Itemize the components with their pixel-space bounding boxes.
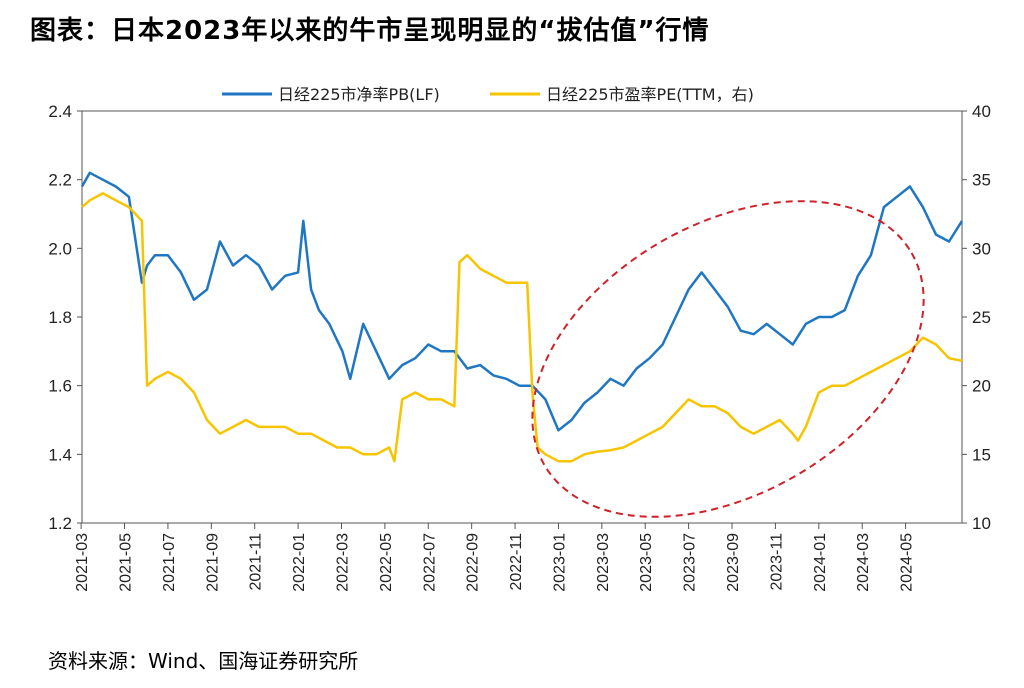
right-tick-label: 20 (972, 377, 991, 396)
x-tick-label: 2023-09 (725, 533, 742, 592)
pe-series-line (81, 192, 963, 463)
left-tick-label: 1.8 (48, 308, 72, 327)
x-tick-label: 2023-05 (638, 533, 655, 592)
chart-title: 图表：日本2023年以来的牛市呈现明显的“拔估值”行情 (30, 16, 710, 46)
x-tick-label: 2022-11 (508, 533, 525, 591)
left-tick-label: 1.6 (48, 377, 72, 396)
highlight-ellipse (531, 200, 925, 518)
left-tick-label: 2.0 (48, 239, 72, 258)
x-tick-label: 2021-11 (248, 533, 265, 591)
legend-pe-label: 日经225市盈率PE(TTM，右) (546, 85, 754, 104)
right-tick-label: 10 (972, 514, 991, 533)
x-tick-label: 2024-03 (855, 533, 872, 592)
pb-series-line (80, 171, 964, 432)
series-layer (80, 171, 964, 463)
x-tick-label: 2021-07 (161, 533, 178, 592)
x-tick-label: 2021-05 (118, 533, 135, 592)
right-tick-label: 15 (972, 445, 991, 464)
x-tick-label: 2023-07 (682, 533, 699, 592)
x-tick-label: 2023-01 (551, 533, 568, 592)
x-tick-label: 2023-03 (595, 533, 612, 592)
x-tick-label: 2022-03 (334, 533, 351, 592)
left-axis-ticks: 1.2 1.4 1.6 1.8 2.0 2.2 2.4 (48, 102, 82, 533)
x-tick-label: 2021-03 (74, 533, 91, 592)
left-tick-label: 2.4 (48, 102, 72, 121)
x-tick-label: 2024-01 (812, 533, 829, 592)
x-tick-label: 2022-05 (378, 533, 395, 592)
left-tick-label: 1.4 (48, 445, 72, 464)
left-tick-label: 1.2 (48, 514, 72, 533)
legend-pb-label: 日经225市净率PB(LF) (278, 85, 440, 104)
right-tick-label: 35 (972, 171, 991, 190)
x-tick-label: 2022-09 (465, 533, 482, 592)
x-tick-label: 2024-05 (899, 533, 916, 592)
right-axis-ticks: 10 15 20 25 30 35 40 (962, 102, 991, 533)
x-tick-label: 2022-07 (421, 533, 438, 592)
left-tick-label: 2.2 (48, 171, 72, 190)
right-tick-label: 30 (972, 239, 991, 258)
x-axis-ticks: 2021-03 2021-05 2021-07 2021-09 2021-11 2022-… (74, 523, 916, 592)
source-note: 资料来源：Wind、国海证券研究所 (48, 649, 359, 673)
x-tick-label: 2023-11 (768, 533, 785, 591)
legend: 日经225市净率PB(LF) 日经225市盈率PE(TTM，右) (222, 85, 754, 104)
x-tick-label: 2021-09 (204, 533, 221, 592)
x-tick-label: 2022-01 (291, 533, 308, 592)
right-tick-label: 40 (972, 102, 991, 121)
right-tick-label: 25 (972, 308, 991, 327)
